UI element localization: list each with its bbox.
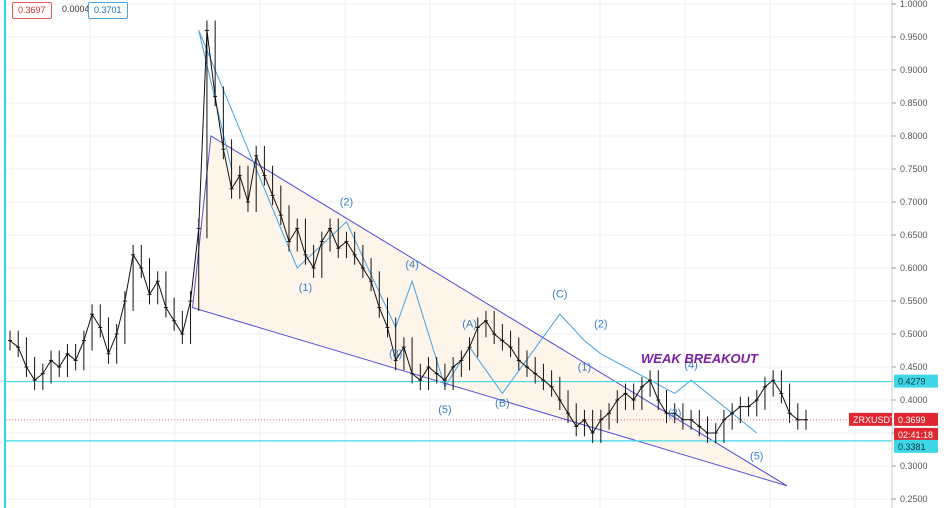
countdown-tag-bg bbox=[894, 427, 938, 441]
price-line bbox=[9, 30, 806, 434]
wave-label: (5) bbox=[750, 450, 763, 462]
tick-label: 0.4500 bbox=[900, 362, 928, 372]
wave-label: (3) bbox=[668, 408, 681, 420]
annotation-weak-breakout: WEAK BREAKOUT bbox=[641, 351, 759, 366]
symbol-tag: ZRXUSDT bbox=[853, 415, 896, 425]
chart-frame-border bbox=[4, 0, 6, 508]
chart-grid bbox=[6, 0, 892, 508]
wave-label: (2) bbox=[594, 318, 607, 330]
tick-label: 0.6500 bbox=[900, 230, 928, 240]
symbol-tag-bg bbox=[849, 412, 892, 426]
wave-label: (1) bbox=[299, 282, 312, 294]
tick-label: 0.5000 bbox=[900, 329, 928, 339]
tick-label: 0.5500 bbox=[900, 296, 928, 306]
wave-label: (4) bbox=[405, 259, 418, 271]
falling-wedge-pattern bbox=[191, 30, 788, 487]
wave-label: (1) bbox=[578, 361, 591, 373]
wedge-area bbox=[191, 135, 788, 487]
price-axis: 1.0000 0.9500 0.9000 0.8500 0.8000 0.7500 0.70… bbox=[891, 0, 928, 508]
tick-label: 0.9500 bbox=[900, 32, 928, 42]
spread-value: 0.0004 bbox=[62, 4, 90, 14]
ask-price-box[interactable]: 0.3701 bbox=[88, 2, 128, 19]
wave-label: (3) bbox=[389, 348, 402, 360]
wave-label: (5) bbox=[438, 404, 451, 416]
lower-price-tag-bg bbox=[894, 439, 938, 453]
support-price-tag: 0.4279 bbox=[898, 377, 926, 387]
wave-label: (C) bbox=[552, 289, 567, 301]
wave-label: (4) bbox=[684, 359, 697, 371]
price-candles bbox=[8, 20, 808, 443]
tick-label: 0.8000 bbox=[900, 131, 928, 141]
bid-price-box[interactable]: 0.3697 bbox=[12, 2, 52, 19]
tick-label: 0.3000 bbox=[900, 461, 928, 471]
wave-label: (B) bbox=[495, 398, 510, 410]
wave-label: (A) bbox=[462, 318, 477, 330]
support-price-tag-bg bbox=[894, 374, 938, 388]
wave-labels: (2) (1) (4) (3) (5) (A) (B) (C) (2) (1) (4) (3) (5) bbox=[299, 196, 764, 462]
tick-label: 0.7000 bbox=[900, 197, 928, 207]
tick-label: 0.2500 bbox=[900, 494, 928, 504]
tick-label: 0.8500 bbox=[900, 98, 928, 108]
wave-label: (2) bbox=[340, 196, 353, 208]
tick-label: 0.4000 bbox=[900, 395, 928, 405]
tick-label: 1.0000 bbox=[900, 0, 928, 9]
tick-label: 0.6000 bbox=[900, 263, 928, 273]
tick-label: 0.9000 bbox=[900, 65, 928, 75]
lower-price-tag: 0.3381 bbox=[898, 442, 926, 452]
price-tags: 0.4279 ZRXUSDT 0.3699 02:41:18 0.3381 bbox=[849, 374, 938, 453]
current-price-tag: 0.3699 bbox=[898, 415, 926, 425]
horizontal-levels bbox=[6, 380, 892, 442]
tick-label: 0.7500 bbox=[900, 164, 928, 174]
current-price-tag-bg bbox=[894, 412, 938, 426]
countdown-tag: 02:41:18 bbox=[898, 430, 933, 440]
